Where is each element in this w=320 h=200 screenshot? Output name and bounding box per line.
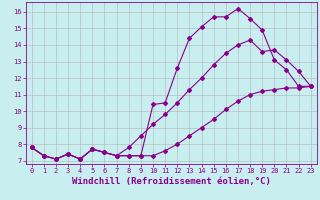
X-axis label: Windchill (Refroidissement éolien,°C): Windchill (Refroidissement éolien,°C) bbox=[72, 177, 271, 186]
